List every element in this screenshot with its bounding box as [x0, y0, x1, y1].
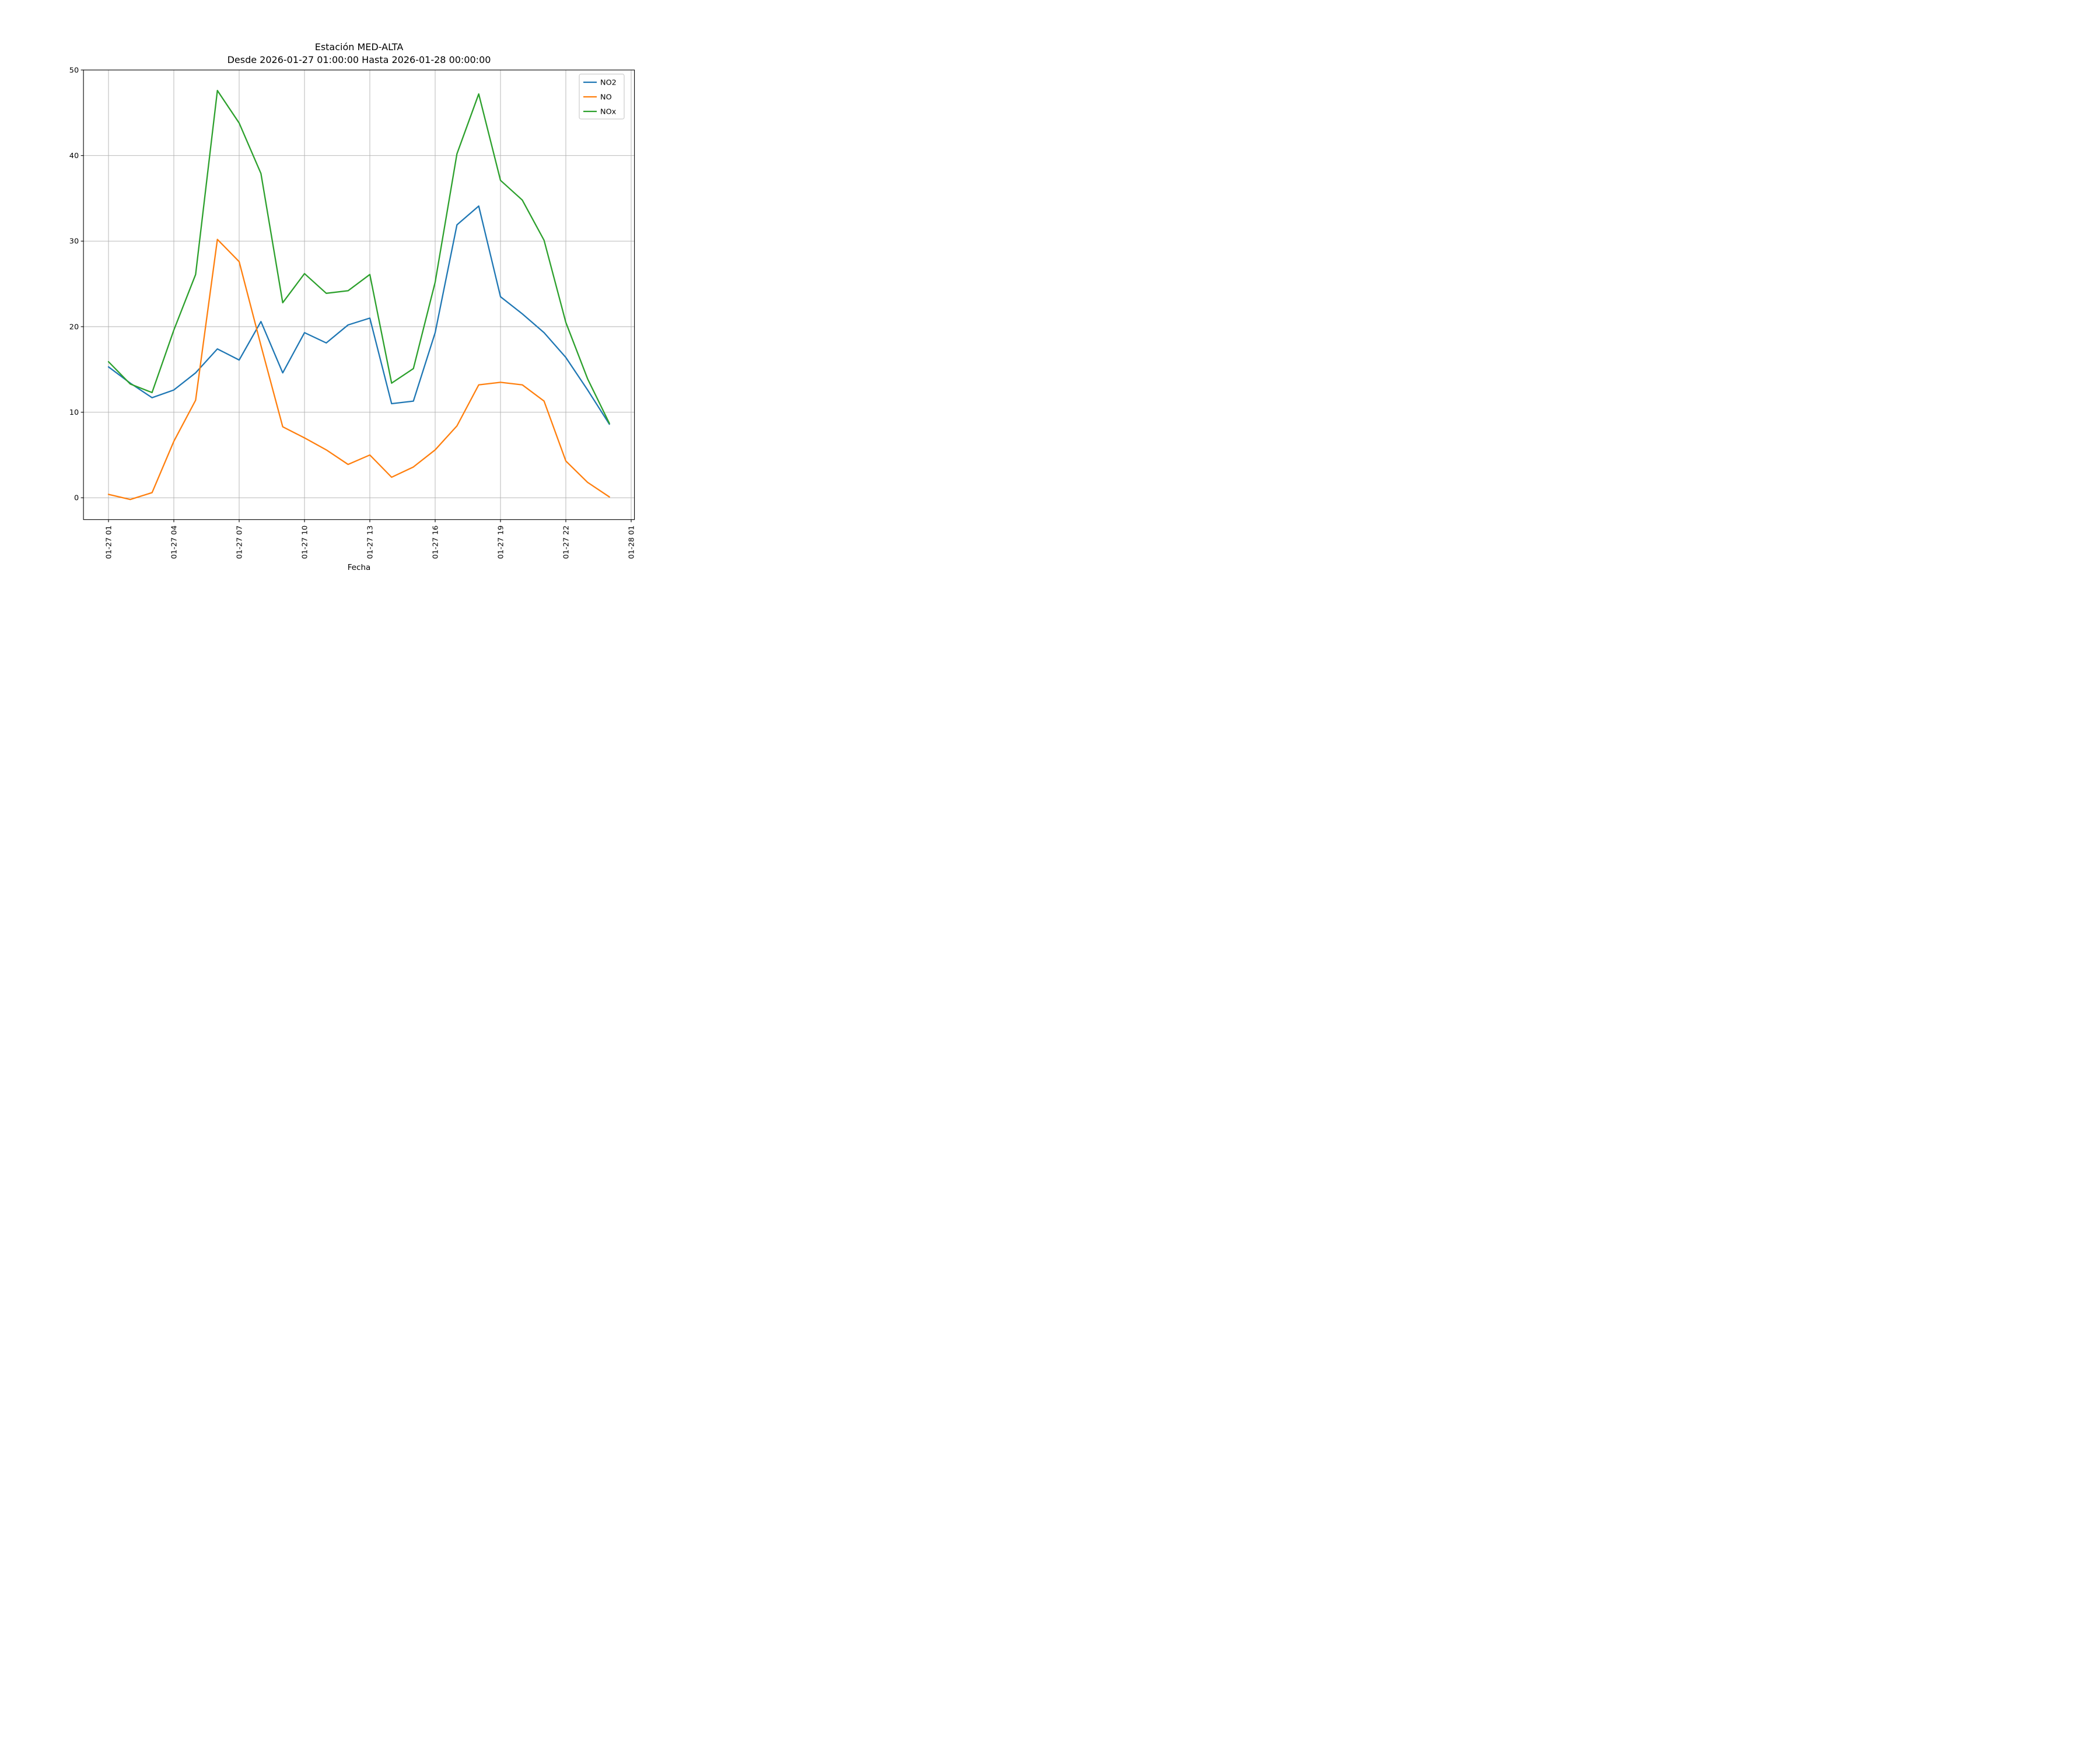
ticks-layer: 0 10 20 30 40 50 01-27 01 01-27 04 01-27 07 01-27…	[69, 66, 636, 559]
x-tick-label: 01-27 16	[432, 526, 440, 559]
x-tick-label: 01-27 22	[562, 526, 571, 559]
y-tick-label: 30	[69, 237, 79, 246]
figure: 0 10 20 30 40 50 01-27 01 01-27 04 01-27 07 01-27…	[0, 0, 700, 583]
legend-box	[579, 74, 625, 120]
x-axis-label: Fecha	[348, 563, 371, 572]
x-tick-label: 01-28 01	[628, 526, 636, 559]
legend-layer: NO2 NO NOx	[579, 74, 625, 120]
x-tick-label: 01-27 01	[105, 526, 114, 559]
legend-label-NOx: NOx	[600, 108, 617, 117]
y-tick-label: 50	[69, 66, 79, 75]
grid-layer	[83, 69, 635, 520]
x-tick-label: 01-27 04	[170, 526, 179, 559]
y-tick-label: 10	[69, 408, 79, 417]
y-tick-label: 40	[69, 152, 79, 160]
chart-subtitle: Desde 2026-01-27 01:00:00 Hasta 2026-01-…	[228, 54, 491, 65]
axes-layer	[83, 69, 635, 520]
series-line-NO	[107, 239, 610, 501]
x-tick-label: 01-27 10	[301, 526, 310, 559]
chart-canvas: 0 10 20 30 40 50 01-27 01 01-27 04 01-27 07 01-27…	[69, 41, 636, 572]
x-tick-label: 01-27 19	[497, 526, 506, 559]
series-line-NO2	[107, 205, 610, 425]
series-line-NOx	[107, 90, 610, 424]
chart-title: Estación MED-ALTA	[315, 41, 404, 52]
legend-label-NO: NO	[600, 93, 612, 102]
plot-border	[83, 69, 635, 520]
series-layer	[107, 90, 610, 501]
legend-label-NO2: NO2	[600, 79, 617, 88]
y-tick-label: 20	[69, 323, 79, 331]
x-tick-label: 01-27 13	[366, 526, 375, 559]
y-tick-label: 0	[74, 494, 79, 503]
x-tick-label: 01-27 07	[236, 526, 244, 559]
